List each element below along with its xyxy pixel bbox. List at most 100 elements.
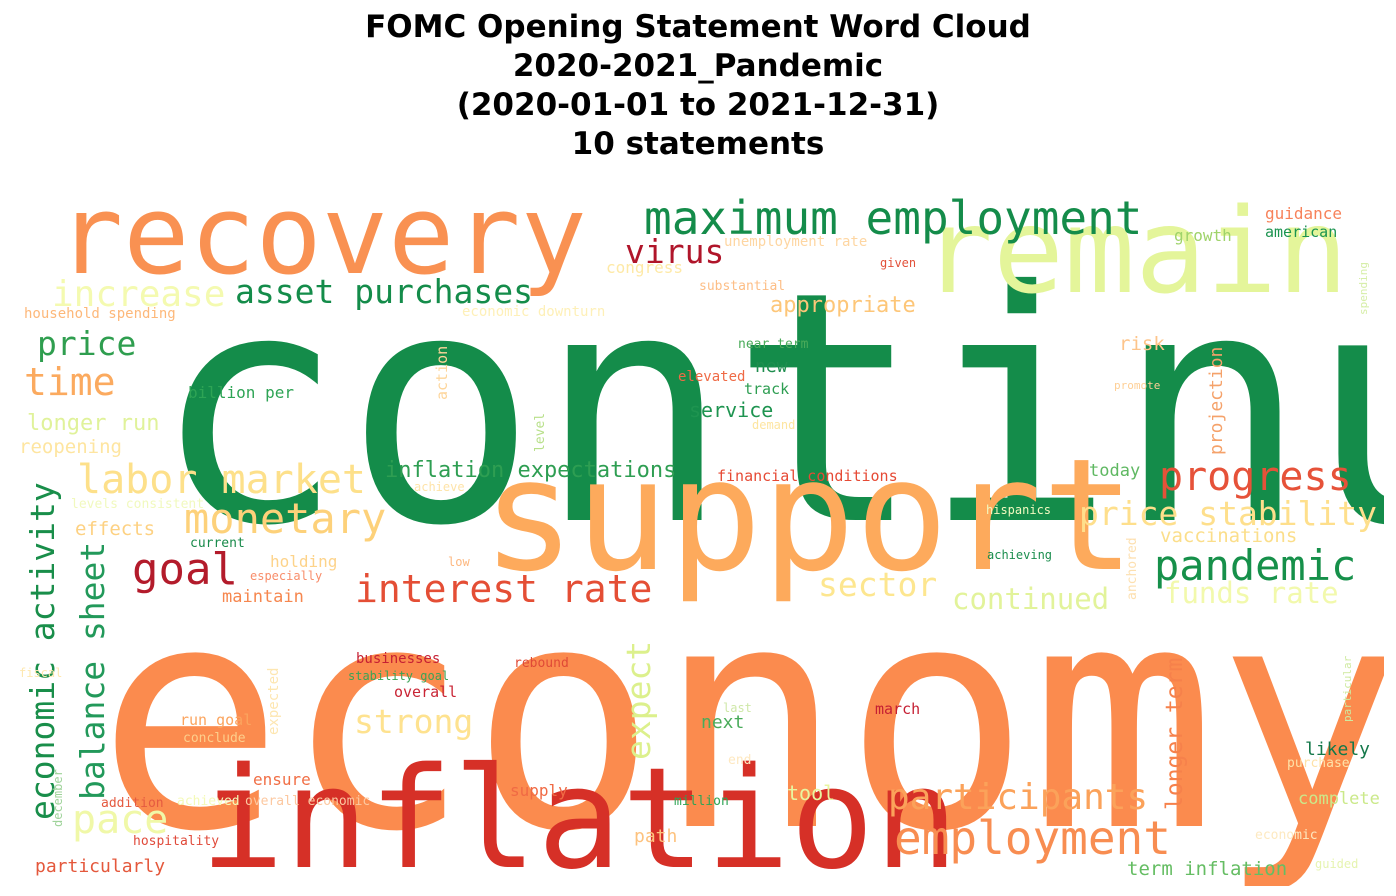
word-growth: growth xyxy=(1174,226,1232,245)
word-billion-per: billion per xyxy=(188,383,294,402)
word-maintain: maintain xyxy=(222,587,304,607)
word-price-stability: price stability xyxy=(1079,494,1378,533)
word-inflation: inflation xyxy=(200,738,959,887)
word-complete: complete xyxy=(1298,789,1380,809)
word-continued: continued xyxy=(952,582,1110,616)
word-elevated: elevated xyxy=(678,369,746,385)
word-labor-market: labor market xyxy=(77,457,366,503)
word-appropriate: appropriate xyxy=(770,293,916,318)
word-track: track xyxy=(744,380,790,398)
title-line-4: 10 statements xyxy=(571,126,825,162)
word-spending: spending xyxy=(1357,262,1370,315)
word-december: december xyxy=(51,769,65,827)
word-likely: likely xyxy=(1305,739,1371,760)
word-hospitality: hospitality xyxy=(133,834,220,849)
word-household-spending: household spending xyxy=(24,306,176,322)
word-effects: effects xyxy=(75,518,156,540)
word-funds-rate: funds rate xyxy=(1164,576,1339,610)
word-support: support xyxy=(482,425,1136,606)
word-achieved: achieved xyxy=(177,794,240,809)
word-path: path xyxy=(634,826,678,847)
word-projection: projection xyxy=(1206,346,1227,455)
word-overall: overall xyxy=(394,683,458,701)
word-remain: remain xyxy=(922,190,1349,320)
word-last: last xyxy=(723,701,752,715)
word-monetary: monetary xyxy=(184,494,387,543)
word-price: price xyxy=(37,324,137,363)
word-march: march xyxy=(875,700,921,718)
word-demand: demand xyxy=(752,418,796,432)
word-term-inflation: term inflation xyxy=(1127,858,1288,880)
word-longer-run: longer run xyxy=(27,411,160,436)
chart-title: FOMC Opening Statement Word Cloud 2020-2… xyxy=(0,8,1396,164)
word-inflation-expectations: inflation expectations xyxy=(385,458,677,483)
title-line-2: 2020-2021_Pandemic xyxy=(512,48,884,84)
word-low: low xyxy=(448,555,470,569)
word-economic-downturn: economic downturn xyxy=(462,304,606,320)
word-american: american xyxy=(1265,223,1338,241)
word-holding: holding xyxy=(270,552,338,571)
word-supply: supply xyxy=(510,781,568,800)
word-strong: strong xyxy=(354,702,474,741)
word-balance-sheet: balance sheet xyxy=(73,541,112,800)
word-given: given xyxy=(880,256,917,270)
word-recovery: recovery xyxy=(57,190,587,299)
word-purchase: purchase xyxy=(1287,756,1350,771)
word-end: end xyxy=(728,753,752,768)
word-anchored: anchored xyxy=(1125,537,1140,600)
word-interest-rate: interest rate xyxy=(355,567,653,611)
word-participants: participants xyxy=(888,777,1149,818)
word-next: next xyxy=(701,712,745,733)
word-especially: especially xyxy=(250,569,323,583)
word-fiscal: fiscal xyxy=(19,666,63,680)
word-reopening: reopening xyxy=(19,436,122,458)
word-ensure: ensure xyxy=(253,770,311,789)
word-pandemic: pandemic xyxy=(1154,541,1357,590)
word-stability-goal: stability goal xyxy=(348,669,450,683)
word-time: time xyxy=(24,360,116,404)
word-hispanics: hispanics xyxy=(986,503,1052,517)
word-economy: economy xyxy=(97,539,1384,886)
title-line-1: FOMC Opening Statement Word Cloud xyxy=(365,9,1031,45)
word-achieving: achieving xyxy=(987,548,1053,562)
word-progress: progress xyxy=(1159,454,1352,500)
word-levels-consistent: levels consistent xyxy=(71,497,205,512)
word-economic: economic xyxy=(1255,828,1318,843)
word-expected: expected xyxy=(266,667,282,735)
word-pace: pace xyxy=(72,797,169,843)
word-addition: addition xyxy=(101,796,164,811)
word-maximum-employment: maximum employment xyxy=(644,191,1143,245)
word-increase: increase xyxy=(52,274,226,315)
word-unemployment-rate: unemployment rate xyxy=(724,234,868,250)
word-goal: goal xyxy=(132,544,238,595)
word-overall-economic: overall economic xyxy=(245,794,371,809)
word-employment: employment xyxy=(894,811,1171,865)
word-expect: expect xyxy=(619,640,658,760)
word-continue: continue xyxy=(152,224,1384,596)
word-financial-conditions: financial conditions xyxy=(717,467,898,485)
title-line-3: (2020-01-01 to 2021-12-31) xyxy=(456,87,940,123)
word-current: current xyxy=(190,536,245,551)
word-cloud: continueeconomysupport recovery remain infl… xyxy=(12,190,1384,886)
word-today: today xyxy=(1089,461,1141,481)
word-new: new xyxy=(755,356,788,377)
word-longer-term: longer term xyxy=(1162,657,1188,810)
word-congress: congress xyxy=(606,258,684,277)
word-vaccinations: vaccinations xyxy=(1160,525,1298,547)
word-level: level xyxy=(533,412,548,452)
word-promote: promote xyxy=(1114,379,1161,392)
word-guidance: guidance xyxy=(1265,204,1343,223)
word-sector: sector xyxy=(818,565,938,604)
word-asset-purchases: asset purchases xyxy=(235,272,534,311)
word-near-term: near term xyxy=(738,337,809,352)
word-conclude: conclude xyxy=(183,731,246,746)
word-guided: guided xyxy=(1315,857,1359,871)
word-million: million xyxy=(674,794,729,809)
word-risk: risk xyxy=(1119,333,1165,355)
word-particularly: particularly xyxy=(35,856,166,877)
word-substantial: substantial xyxy=(699,279,786,294)
word-service: service xyxy=(689,398,774,422)
word-achieve: achieve xyxy=(414,480,465,494)
word-businesses: businesses xyxy=(356,651,441,667)
word-virus: virus xyxy=(625,232,725,271)
